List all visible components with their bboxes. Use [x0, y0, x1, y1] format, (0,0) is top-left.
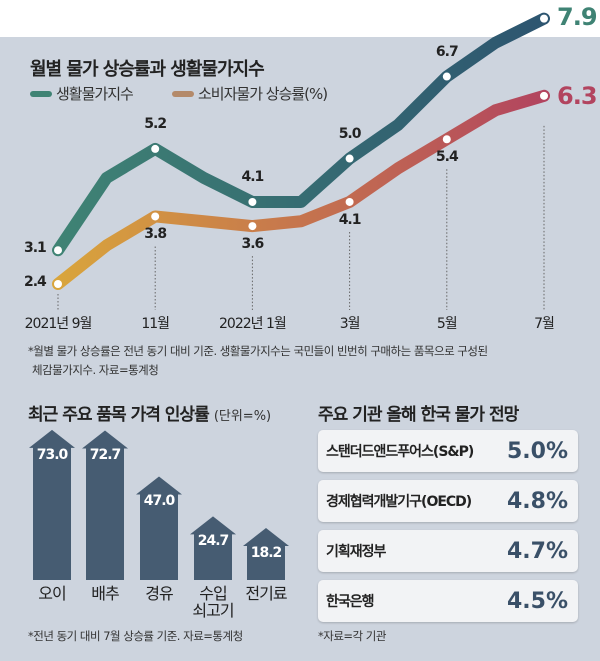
bar-value-label: 72.7: [89, 447, 122, 464]
bar-value-label: 73.0: [36, 446, 69, 463]
bar-category-label: 오이: [38, 584, 66, 603]
bar-category-label: 전기료: [245, 584, 287, 603]
bar-chart-title: 최근 주요 품목 가격 인상률 (단위=%): [28, 400, 271, 425]
bar-category-label: 배추: [91, 584, 119, 603]
legend-item-cpi: 소비자물가 상승률(%): [172, 83, 328, 104]
bar-arrow: [29, 429, 75, 580]
bar-category-label: 경유: [145, 584, 173, 603]
bar-arrow: [190, 516, 236, 580]
data-point: [540, 91, 548, 100]
x-tick-label: 11월: [141, 316, 170, 332]
data-label: 4.1: [338, 211, 362, 228]
data-label: 6.7: [435, 43, 459, 60]
series-line-cpi: [52, 89, 550, 290]
bar-category-label: 수입 쇠고기: [192, 584, 234, 620]
data-point: [442, 72, 451, 81]
data-label: 2.4: [24, 274, 47, 290]
data-label: 7.9: [557, 2, 598, 31]
bar-value-label: 47.0: [143, 493, 176, 510]
legend-swatch: [172, 90, 194, 97]
bar-arrow: [82, 430, 128, 580]
bar-arrow: [243, 528, 289, 580]
data-point: [54, 280, 62, 288]
bar-chart: [29, 429, 289, 580]
line-footnote-2: 체감물가지수. 자료=통계청: [32, 363, 159, 377]
forecast-value: 4.5%: [506, 588, 568, 614]
bar-footnote: *전년 동기 대비 7월 상승률 기준. 자료=통계청: [28, 629, 243, 643]
data-point: [248, 222, 257, 231]
data-point: [54, 246, 62, 255]
line-chart-title: 월별 물가 상승률과 생활물가지수: [30, 59, 265, 80]
data-label: 6.3: [557, 81, 598, 110]
line-chart: [52, 12, 550, 310]
legend-item-living-index: 생활물가지수: [30, 83, 134, 104]
bar-value-label: 18.2: [250, 545, 283, 562]
data-label: 5.2: [144, 115, 167, 132]
legend-label: 소비자물가 상승률(%): [198, 85, 328, 103]
data-label: 4.1: [241, 168, 264, 185]
data-point: [345, 197, 354, 206]
bar-title-text: 최근 주요 품목 가격 인상률: [28, 405, 210, 425]
x-tick-label: 2021년 9월: [24, 316, 93, 332]
institution-name: 기획재정부: [326, 544, 386, 560]
forecast-value: 5.0%: [506, 438, 568, 464]
data-point: [540, 14, 548, 23]
data-point: [151, 144, 160, 153]
institution-name: 경제협력개발기구(OECD): [326, 494, 472, 510]
data-label: 5.0: [338, 125, 362, 142]
legend-label: 생활물가지수: [56, 85, 134, 103]
x-tick-label: 3월: [339, 316, 361, 332]
data-point: [442, 135, 451, 144]
forecast-row: 스탠더드앤드푸어스(S&P) 5.0%: [318, 430, 578, 472]
x-tick-label: 7월: [534, 316, 555, 332]
data-point: [151, 212, 160, 221]
data-point: [248, 197, 257, 206]
data-label: 3.8: [144, 226, 167, 243]
legend-swatch: [30, 90, 52, 97]
bar-unit: (단위=%): [213, 409, 272, 424]
forecast-value: 4.8%: [506, 488, 568, 514]
forecast-value: 4.7%: [506, 538, 568, 564]
forecast-footnote: *자료=각 기관: [318, 629, 386, 643]
line-footnote: *월별 물가 상승률은 전년 동기 대비 기준. 생활물가지수는 국민들이 빈번…: [28, 344, 488, 358]
bar-arrow: [136, 476, 182, 580]
data-label: 3.1: [24, 240, 47, 257]
data-label: 3.6: [241, 236, 264, 253]
institution-name: 스탠더드앤드푸어스(S&P): [326, 444, 474, 460]
data-point: [345, 154, 354, 163]
forecast-row: 한국은행 4.5%: [318, 580, 578, 622]
x-tick-label: 2022년 1월: [219, 316, 287, 332]
x-tick-label: 5월: [436, 316, 458, 332]
institution-name: 한국은행: [326, 594, 375, 610]
data-label: 5.4: [435, 149, 459, 166]
forecast-row: 경제협력개발기구(OECD) 4.8%: [318, 480, 578, 522]
forecast-row: 기획재정부 4.7%: [318, 530, 578, 572]
forecast-title: 주요 기관 올해 한국 물가 전망: [318, 405, 519, 425]
series-line-living-index: [52, 12, 550, 257]
bar-value-label: 24.7: [197, 533, 230, 550]
